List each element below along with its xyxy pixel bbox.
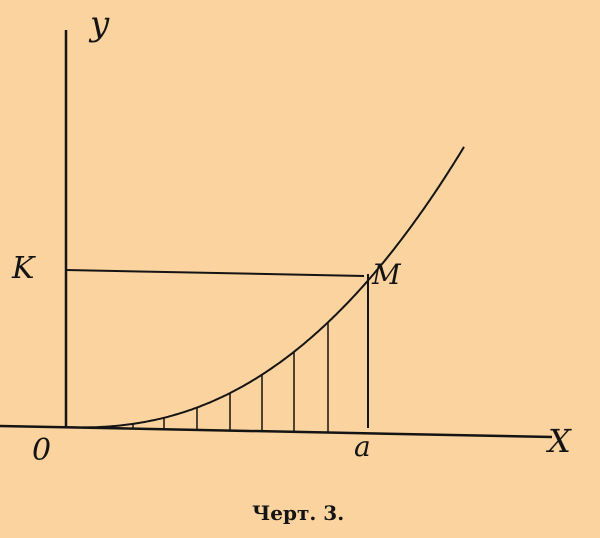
m-point-label: M (371, 258, 402, 291)
k-point-label: K (11, 251, 36, 286)
curve (65, 146, 465, 429)
origin-label: 0 (32, 433, 51, 468)
y-axis-label: y (88, 4, 110, 44)
a-point-label: a (354, 430, 371, 463)
ordinates-group (99, 322, 329, 433)
k-m-line (65, 269, 365, 277)
caption: Черт. 3. (252, 501, 344, 525)
x-axis-label: X (545, 422, 572, 460)
